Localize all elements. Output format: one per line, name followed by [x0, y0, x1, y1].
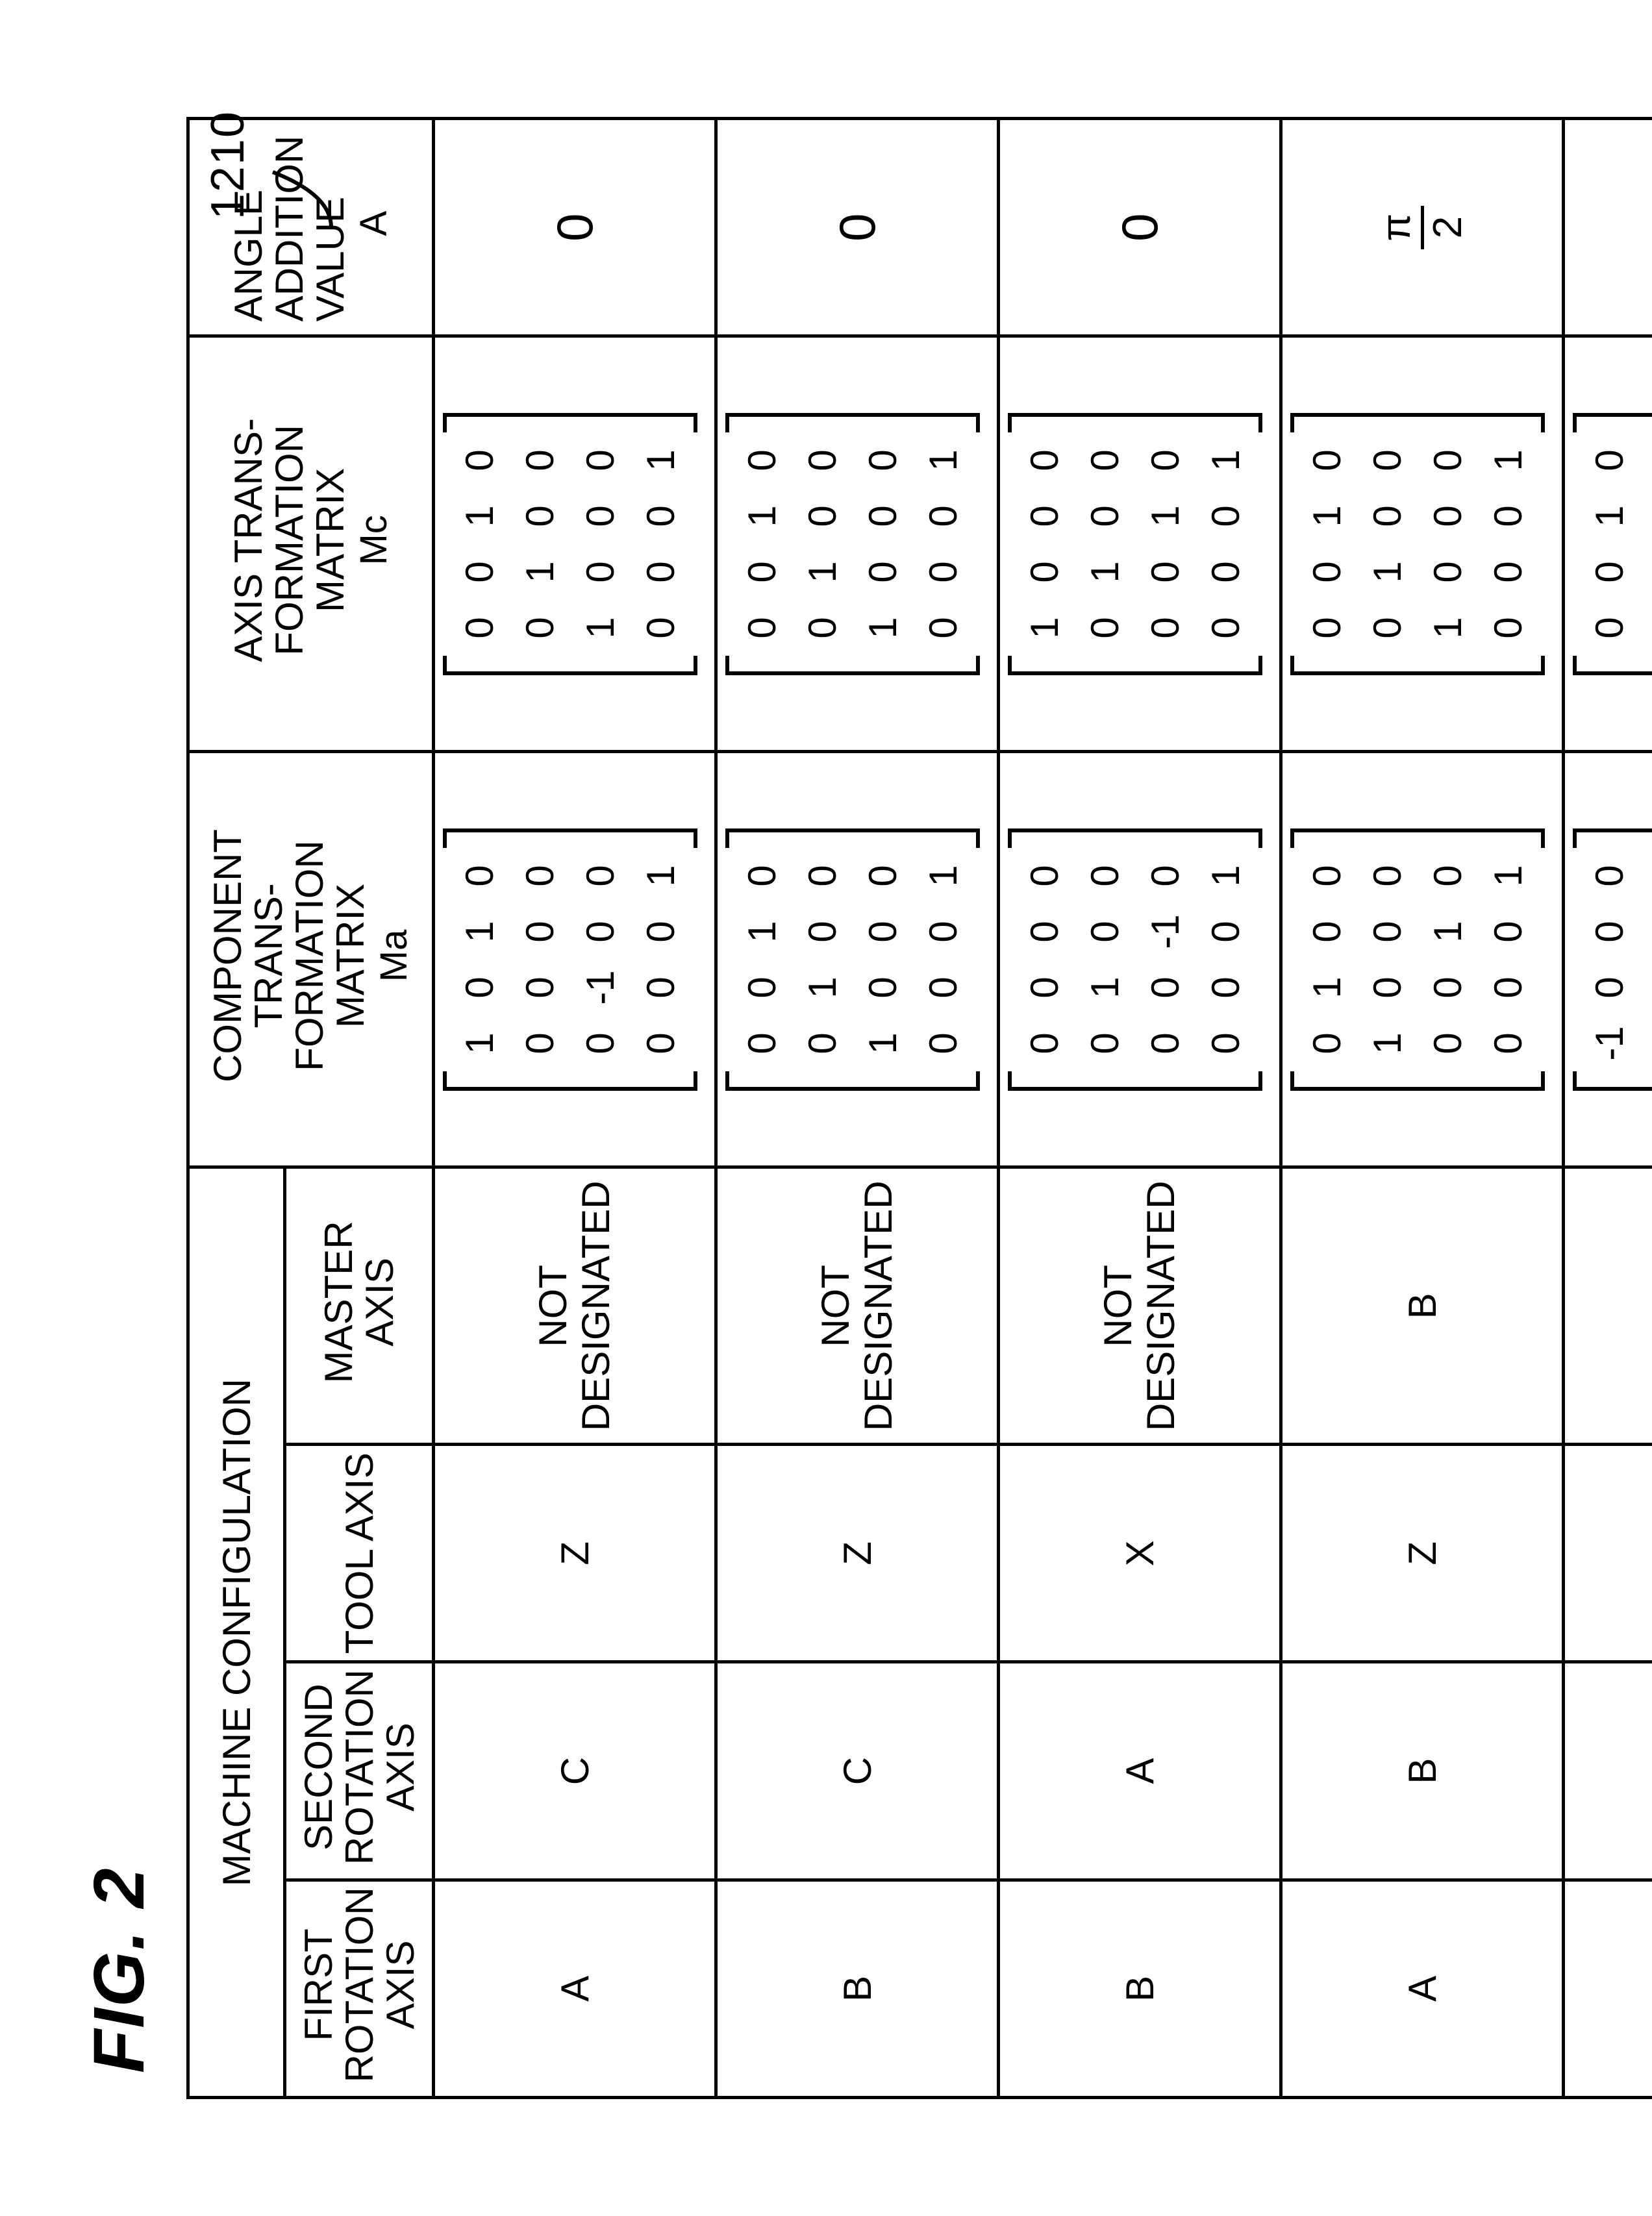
cell-second-axis: A — [999, 1662, 1281, 1880]
cell-angle: 0 — [434, 119, 716, 336]
cell-angle: π2 — [1281, 119, 1564, 336]
matrix: 0010010010000001 — [1573, 413, 1652, 675]
cell-second-axis: C — [434, 1662, 716, 1880]
hdr-axis-matrix: AXIS TRANS- FORMATION MATRIX Mc — [188, 336, 434, 752]
table-row: ACZNOT DESIGNATED 101000000-1000001 001001… — [434, 119, 716, 2098]
cell-tool-axis: Z — [1564, 1445, 1652, 1662]
hdr-tool-axis: TOOL AXIS — [285, 1445, 434, 1662]
cell-angle: 0 — [716, 119, 999, 336]
cell-master-axis: A — [1564, 1167, 1652, 1445]
matrix: -1000010000-100001 — [1573, 828, 1652, 1091]
callout-leader — [260, 156, 338, 234]
angle-value: π2 — [1377, 206, 1468, 249]
cell-ma: 101000000-1000001 — [434, 752, 716, 1167]
hdr-component-matrix: COMPONENT TRANS- FORMATION MATRIX Ma — [188, 752, 434, 1167]
callout-number: 1210 — [201, 110, 255, 219]
table-body: ACZNOT DESIGNATED101000000-1000001001001… — [434, 119, 1652, 2098]
hdr-mc-top: AXIS TRANS- FORMATION MATRIX — [227, 418, 352, 662]
cell-second-axis: B — [1281, 1662, 1564, 1880]
cell-tool-axis: Z — [1281, 1445, 1564, 1662]
cell-first-axis: B — [716, 1880, 999, 2097]
matrix: 101000000-1000001 — [443, 828, 697, 1091]
hdr-mc-sub: Mc — [355, 343, 394, 737]
hdr-ma-sub: Ma — [375, 758, 414, 1152]
angle-value: 0 — [546, 213, 603, 241]
matrix: 0010010010000001 — [443, 413, 697, 675]
cell-master-axis: NOT DESIGNATED — [434, 1167, 716, 1445]
table-row: ABZB01001000001000010010010010000001π2 — [1281, 119, 1564, 2098]
cell-master-axis: NOT DESIGNATED — [999, 1167, 1281, 1445]
cell-angle: π2 — [1564, 119, 1652, 336]
matrix: 0010010010000001 — [725, 828, 980, 1091]
angle-value: 0 — [829, 213, 886, 241]
matrix: 1000010000100001 — [1008, 413, 1262, 675]
cell-mc: 0010010010000001 — [1564, 336, 1652, 752]
hdr-ma-top: COMPONENT TRANS- FORMATION MATRIX — [206, 829, 372, 1082]
cell-first-axis: A — [434, 1880, 716, 2097]
matrix: 0100100000100001 — [1290, 828, 1545, 1091]
cell-first-axis: B — [999, 1880, 1281, 2097]
cell-mc: 0010010010000001 — [434, 336, 716, 752]
figure-label: FIG. 2 — [78, 117, 160, 2073]
cell-ma: 0100100000100001 — [1281, 752, 1564, 1167]
table-row: BAXNOT DESIGNATED 0000010000-100001 100001… — [999, 119, 1281, 2098]
matrix: 0010010010000001 — [1290, 413, 1545, 675]
hdr-master-axis: MASTER AXIS — [285, 1167, 434, 1445]
cell-tool-axis: Z — [716, 1445, 999, 1662]
angle-value: 0 — [1111, 213, 1168, 241]
cell-mc: 0010010010000001 — [716, 336, 999, 752]
hdr-angle-sub: A — [355, 125, 394, 321]
cell-first-axis: B — [1564, 1880, 1652, 2097]
hdr-first-axis: FIRST ROTATION AXIS — [285, 1880, 434, 2097]
cell-ma: -1000010000-100001 — [1564, 752, 1652, 1167]
cell-second-axis: A — [1564, 1662, 1652, 1880]
cell-angle: 0 — [999, 119, 1281, 336]
cell-master-axis: NOT DESIGNATED — [716, 1167, 999, 1445]
cell-ma: 0000010000-100001 — [999, 752, 1281, 1167]
table-row: BCZNOT DESIGNATED 0010010010000001 0010010… — [716, 119, 999, 2098]
cell-mc: 1000010000100001 — [999, 336, 1281, 752]
cell-second-axis: C — [716, 1662, 999, 1880]
cell-master-axis: B — [1281, 1167, 1564, 1445]
matrix: 0000010000-100001 — [1008, 828, 1262, 1091]
matrix: 0010010010000001 — [725, 413, 980, 675]
hdr-second-axis: SECOND ROTATION AXIS — [285, 1662, 434, 1880]
cell-first-axis: A — [1281, 1880, 1564, 2097]
cell-tool-axis: X — [999, 1445, 1281, 1662]
table-row: BAZA-1000010000-1000010010010010000001π2 — [1564, 119, 1652, 2098]
cell-ma: 0010010010000001 — [716, 752, 999, 1167]
cell-mc: 0010010010000001 — [1281, 336, 1564, 752]
config-table: MACHINE CONFIGULATION COMPONENT TRANS- F… — [186, 117, 1652, 2099]
hdr-machine-config: MACHINE CONFIGULATION — [188, 1167, 285, 2098]
cell-tool-axis: Z — [434, 1445, 716, 1662]
